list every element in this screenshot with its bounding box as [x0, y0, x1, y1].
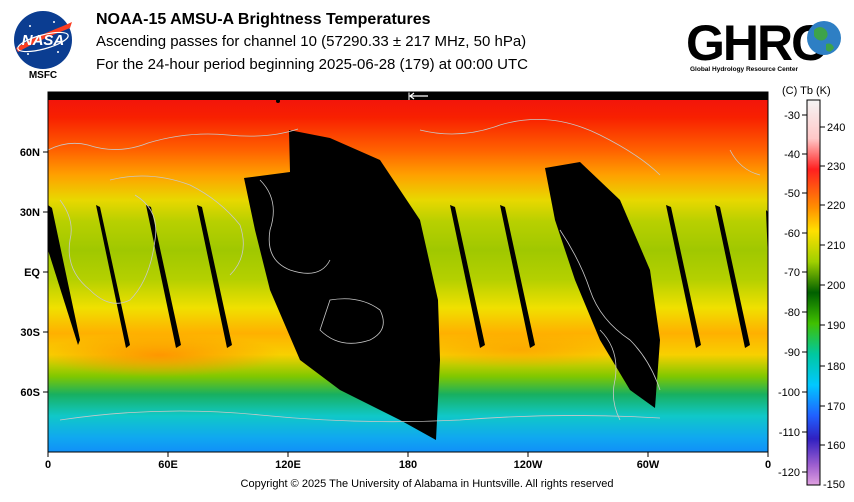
coastlines — [48, 118, 761, 423]
cbar-k-label: 170 — [827, 401, 845, 413]
colorbar-ticks — [802, 114, 825, 473]
x-tick-60e: 60E — [158, 459, 178, 471]
x-tick-0: 0 — [45, 459, 51, 471]
no-data-band-top — [48, 92, 768, 100]
no-data-pacific — [244, 130, 440, 440]
cbar-c-label: -80 — [784, 307, 800, 319]
ghrc-logo: GHRC — [686, 10, 846, 76]
cbar-k-label: 220 — [827, 200, 845, 212]
cbar-c-label: -90 — [784, 347, 800, 359]
cbar-c-label: -40 — [784, 149, 800, 161]
cbar-c-label: -100 — [778, 387, 800, 399]
y-tick-30n: 30N — [20, 207, 40, 219]
cbar-c-label: -30 — [784, 110, 800, 122]
x-tick-120e: 120E — [275, 459, 301, 471]
colorbar — [806, 99, 821, 486]
x-tick-60w: 60W — [637, 459, 660, 471]
title-block: NOAA-15 AMSU-A Brightness Temperatures A… — [96, 10, 528, 76]
page-title: NOAA-15 AMSU-A Brightness Temperatures — [96, 11, 431, 28]
copyright-text: Copyright © 2025 The University of Alaba… — [240, 478, 614, 490]
cbar-k-label: 200 — [827, 280, 845, 292]
ghrc-wordmark: GHRC — [686, 15, 826, 70]
cbar-c-label: -50 — [784, 188, 800, 200]
nasa-wordmark: NASA — [22, 32, 65, 49]
y-tick-30s: 30S — [20, 327, 40, 339]
nasa-caption: MSFC — [28, 70, 58, 81]
ghrc-caption: Global Hydrology Resource Center — [690, 66, 798, 73]
cbar-k-label: 180 — [827, 361, 845, 373]
y-axis — [43, 151, 48, 393]
y-tick-60s: 60S — [20, 387, 40, 399]
map-field — [48, 92, 768, 452]
no-data-americas — [545, 162, 660, 408]
pass-arrow-icon — [409, 92, 428, 100]
cbar-c-label: -110 — [779, 427, 800, 439]
y-tick-60n: 60N — [20, 147, 40, 159]
x-tick-120w: 120W — [514, 459, 543, 471]
period-text: For the 24-hour period beginning 2025-06… — [96, 56, 528, 73]
orbit-gaps — [48, 205, 768, 348]
y-tick-eq: EQ — [24, 267, 40, 279]
cbar-k-label: 240 — [827, 122, 845, 134]
x-tick-0-right: 0 — [765, 459, 771, 471]
cbar-c-label: -120 — [778, 467, 800, 479]
cbar-k-label: 210 — [827, 240, 845, 252]
cbar-k-label: 230 — [827, 161, 845, 173]
cbar-c-label: -70 — [784, 267, 800, 279]
nasa-logo: NASA — [10, 8, 76, 82]
subtitle: Ascending passes for channel 10 (57290.3… — [96, 33, 527, 50]
cbar-k-label: 160 — [827, 440, 845, 452]
colorbar-header: (C) Tb (K) — [782, 85, 831, 97]
x-axis — [47, 452, 769, 457]
x-tick-180: 180 — [399, 459, 417, 471]
cbar-k-label: 190 — [827, 320, 845, 332]
cbar-c-label: -60 — [784, 228, 800, 240]
cbar-k-bottom: -150 — [823, 479, 845, 491]
